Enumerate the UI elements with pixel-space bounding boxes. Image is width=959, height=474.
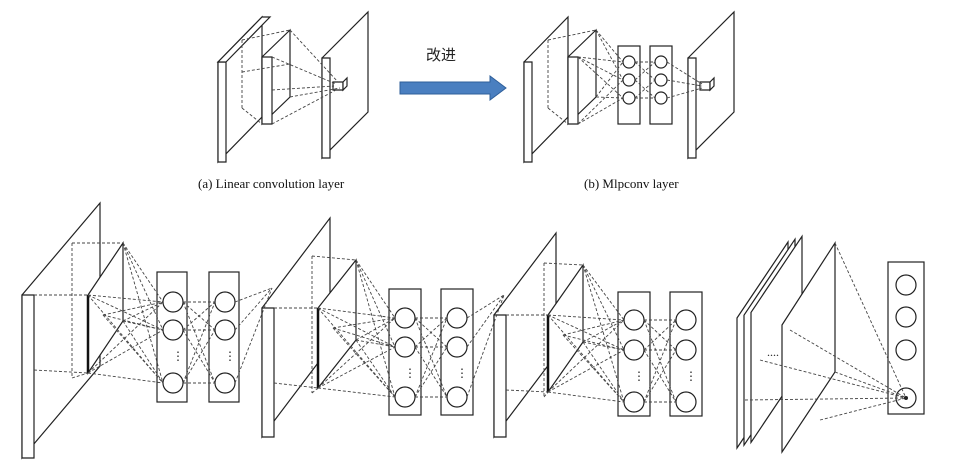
output-node-center (904, 396, 908, 400)
mlp-node (214, 319, 236, 341)
global-average-pooling: .... (736, 234, 836, 454)
mlp-node (394, 336, 416, 358)
mlp-column (669, 291, 703, 417)
output-node (895, 274, 917, 296)
output-unit-cube (699, 76, 715, 92)
caption-linear-conv: (a) Linear convolution layer (198, 176, 345, 191)
mlp-node (675, 391, 697, 413)
arrow-shape (399, 75, 507, 101)
mlp-node (675, 309, 697, 331)
mlp-node (622, 73, 636, 87)
output-node (895, 306, 917, 328)
mlp-node (446, 336, 468, 358)
ellipsis-dots: ⋮ (224, 349, 236, 363)
mlp-node (394, 307, 416, 329)
mlpconv-block-2: ⋮ ⋮ (261, 216, 474, 439)
mlpconv-block-3: ⋮ ⋮ (493, 231, 703, 439)
arrow-label: 改进 (426, 46, 457, 64)
output-column (887, 261, 925, 415)
feature-map-edge (493, 314, 507, 438)
input-feature-map (523, 15, 569, 164)
mlp-node (623, 339, 645, 361)
improvement-arrow (399, 75, 507, 101)
mlp-node (162, 291, 184, 313)
mlp-column-1 (617, 45, 641, 125)
mlp-column (440, 288, 474, 416)
mlp-node (622, 55, 636, 69)
mlp-node (623, 309, 645, 331)
nin-network: ⋮ ⋮⋮ ⋮ ⋮ ⋮.... (21, 201, 925, 460)
mlp-node (214, 291, 236, 313)
output-layer (744, 242, 925, 421)
mlpconv-block-1: ⋮ ⋮ (21, 201, 240, 460)
output-unit-cube (332, 76, 348, 92)
caption-mlpconv: (b) Mlpconv layer (584, 176, 679, 191)
mlp-node (654, 73, 668, 87)
mlp-column (617, 291, 651, 417)
panel-b-mlpconv (523, 10, 735, 164)
ellipsis-dots: .... (767, 345, 779, 359)
mlp-node (162, 372, 184, 394)
mlp-node (622, 91, 636, 105)
mlp-column (208, 271, 240, 403)
ellipsis-dots: ⋮ (685, 369, 697, 383)
mlp-node (654, 91, 668, 105)
output-node (895, 339, 917, 361)
ellipsis-dots: ⋮ (633, 369, 645, 383)
feature-map-edge (21, 294, 35, 459)
mlp-node (446, 307, 468, 329)
feature-map-edge (261, 307, 275, 438)
mlp-node (394, 386, 416, 408)
mlp-connections (547, 29, 703, 125)
mlp-column (156, 271, 188, 403)
mlp-node (446, 386, 468, 408)
panel-a-linear-conv (216, 10, 369, 164)
mlp-node (654, 55, 668, 69)
mlp-column-2 (649, 45, 673, 125)
mlp-node (623, 391, 645, 413)
mlp-node (214, 372, 236, 394)
conv-projection-lines (241, 29, 341, 125)
ellipsis-dots: ⋮ (456, 366, 468, 380)
conv-receptive-field (261, 28, 291, 126)
mlp-node (675, 339, 697, 361)
mlp-node (162, 319, 184, 341)
mlp-column (388, 288, 422, 416)
conv-receptive-field (567, 28, 597, 126)
ellipsis-dots: ⋮ (404, 366, 416, 380)
ellipsis-dots: ⋮ (172, 349, 184, 363)
